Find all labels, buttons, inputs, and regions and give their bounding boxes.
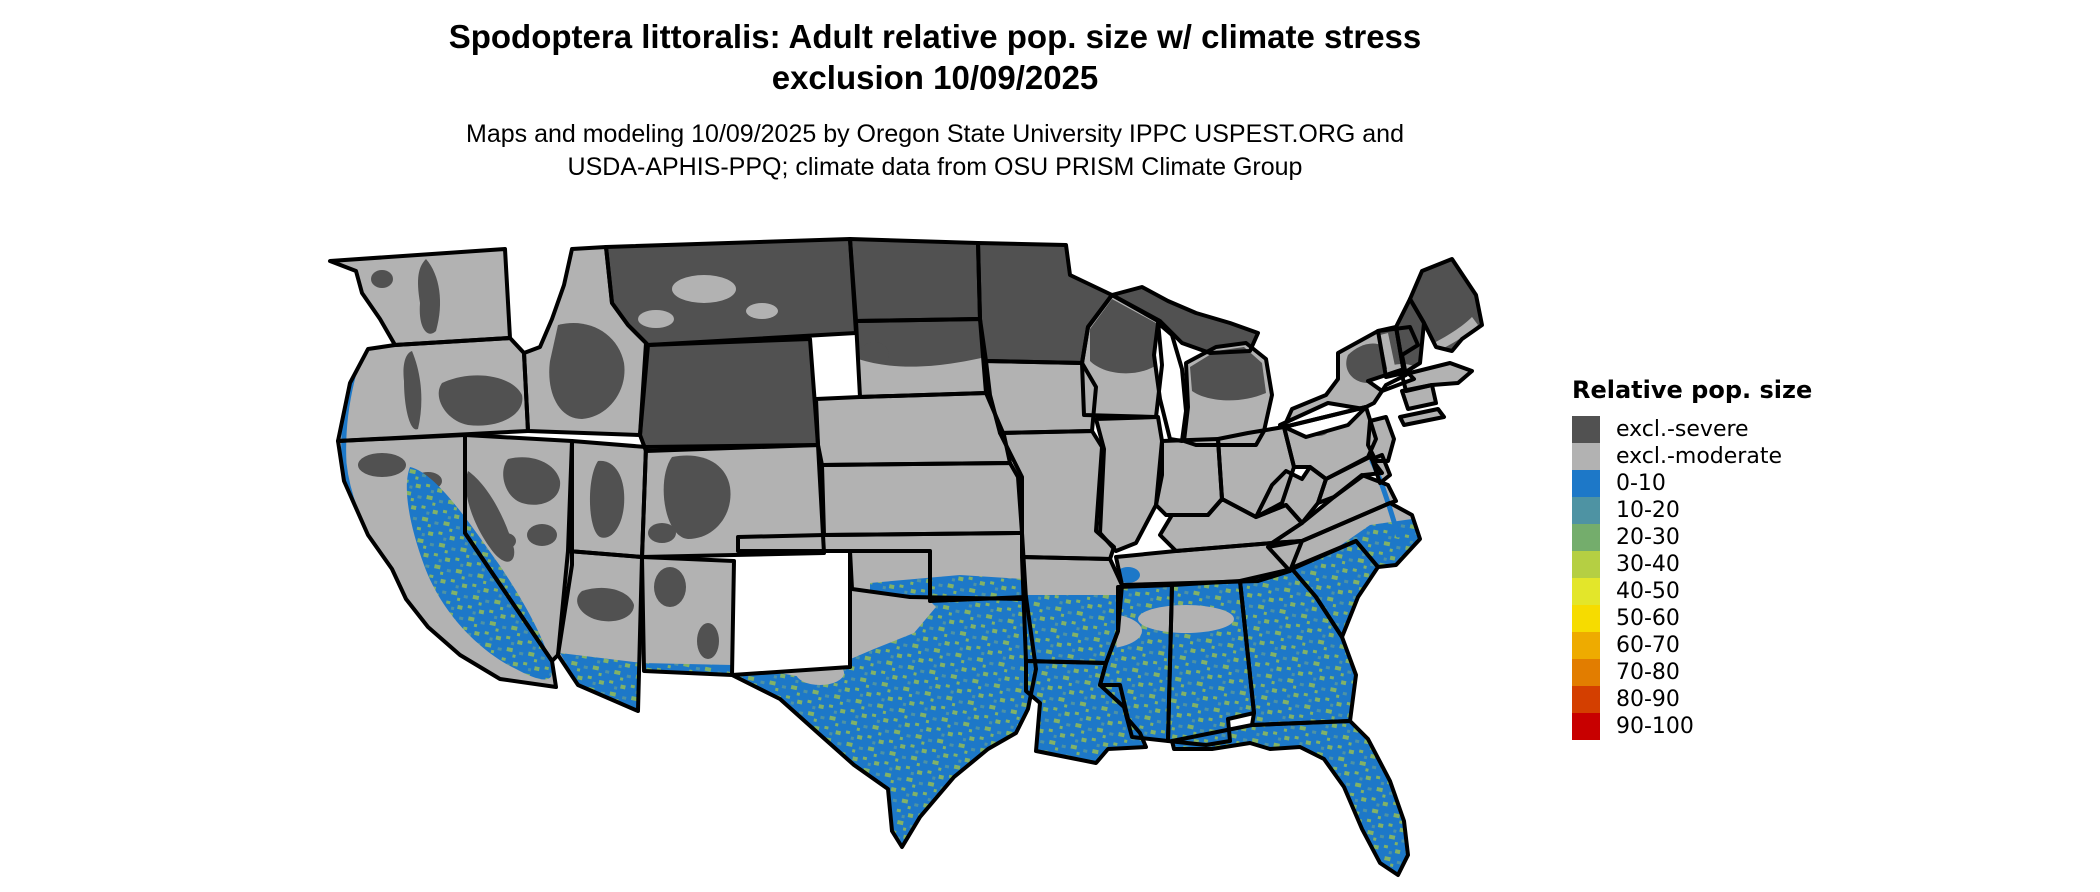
patch-blue-red-river	[870, 575, 1024, 599]
patch-dark-michigan-north	[1190, 347, 1266, 401]
state-north-dakota	[850, 239, 980, 321]
state-illinois	[1096, 417, 1162, 551]
legend-label: 50-60	[1616, 606, 1680, 631]
state-nebraska	[816, 393, 1010, 465]
patch-light-sd-south	[858, 357, 986, 397]
legend-label: 40-50	[1616, 579, 1680, 604]
legend-item: 20-30	[1572, 524, 1812, 551]
legend-label: 90-100	[1616, 714, 1694, 739]
subtitle-line-2: USDA-APHIS-PPQ; climate data from OSU PR…	[567, 153, 1303, 181]
legend-item: excl.-moderate	[1572, 443, 1812, 470]
legend-swatch	[1572, 713, 1600, 740]
legend-label: excl.-severe	[1616, 417, 1749, 442]
patch-dark-nevada-c	[527, 524, 557, 546]
patch-blue-california-valley	[406, 467, 553, 680]
legend-label: 10-20	[1616, 498, 1680, 523]
legend-swatch	[1572, 605, 1600, 632]
legend-swatch	[1572, 551, 1600, 578]
state-indiana	[1156, 439, 1222, 515]
legend-rows: excl.-severe excl.-moderate 0-10 10-20 20-30…	[1572, 416, 1812, 740]
patch-light-montana-2	[638, 310, 674, 328]
legend-swatch	[1572, 443, 1600, 470]
us-map	[328, 237, 1484, 877]
legend-swatch	[1572, 416, 1600, 443]
patch-dark-olympics	[371, 270, 393, 288]
legend-label: 20-30	[1616, 525, 1680, 550]
legend-swatch	[1572, 497, 1600, 524]
legend-title: Relative pop. size	[1572, 376, 1813, 404]
legend-item: excl.-severe	[1572, 416, 1812, 443]
legend-item: 90-100	[1572, 713, 1812, 740]
patch-dark-nevada-ne	[503, 457, 561, 505]
patch-dark-idaho-central	[549, 322, 625, 419]
legend-label: 80-90	[1616, 687, 1680, 712]
patch-light-montana-3	[746, 303, 778, 319]
patch-dark-cascades-or	[403, 351, 422, 430]
patch-dark-wasatch	[589, 460, 625, 538]
patch-blue-nc-east	[1312, 519, 1420, 571]
legend-swatch	[1572, 686, 1600, 713]
us-map-container	[310, 233, 1560, 883]
legend-swatch	[1572, 470, 1600, 497]
legend-swatch	[1572, 578, 1600, 605]
patch-dark-nm-south	[697, 623, 719, 659]
legend-label: 30-40	[1616, 552, 1680, 577]
legend-swatch	[1572, 632, 1600, 659]
patch-light-texas-central	[796, 661, 844, 685]
state-iowa	[986, 361, 1096, 433]
state-new-mexico	[642, 557, 734, 675]
patch-dark-wisconsin-north	[1090, 299, 1160, 374]
legend-item: 80-90	[1572, 686, 1812, 713]
subtitle-line-1: Maps and modeling 10/09/2025 by Oregon S…	[466, 120, 1404, 148]
legend-item: 50-60	[1572, 605, 1812, 632]
page-title: Spodoptera littoralis: Adult relative po…	[0, 16, 1870, 98]
legend-item: 60-70	[1572, 632, 1812, 659]
state-kansas	[822, 463, 1022, 535]
patch-blue-arkansas-south	[1022, 595, 1118, 663]
title-line-2: exclusion 10/09/2025	[771, 59, 1099, 96]
legend-label: 70-80	[1616, 660, 1680, 685]
legend-item: 40-50	[1572, 578, 1812, 605]
state-wyoming	[640, 339, 818, 451]
patch-light-maine-coast	[1430, 317, 1478, 351]
patch-dark-oregon-east	[438, 375, 523, 426]
legend-item: 0-10	[1572, 470, 1812, 497]
patch-light-champlain	[1380, 333, 1396, 373]
legend-label: excl.-moderate	[1616, 444, 1782, 469]
page-subtitle: Maps and modeling 10/09/2025 by Oregon S…	[0, 118, 1870, 184]
patch-dark-klamath	[358, 453, 406, 477]
legend-item: 30-40	[1572, 551, 1812, 578]
legend-swatch	[1572, 659, 1600, 686]
patch-light-montana-1	[672, 275, 736, 303]
patch-dark-nm-north	[654, 567, 686, 607]
legend-label: 60-70	[1616, 633, 1680, 658]
patch-dark-mogollon	[577, 587, 634, 622]
legend-item: 70-80	[1572, 659, 1812, 686]
patch-dark-rockies-co	[663, 455, 731, 539]
patch-dark-sierra	[465, 471, 515, 562]
legend: Relative pop. size excl.-severe excl.-mod…	[1572, 376, 1812, 740]
patch-light-ga-north	[1138, 605, 1234, 633]
legend-item: 10-20	[1572, 497, 1812, 524]
patch-dark-cascades-wa	[418, 259, 441, 334]
title-line-1: Spodoptera littoralis: Adult relative po…	[448, 18, 1422, 55]
legend-swatch	[1572, 524, 1600, 551]
patch-dark-san-juans	[648, 523, 676, 543]
legend-label: 0-10	[1616, 471, 1666, 496]
